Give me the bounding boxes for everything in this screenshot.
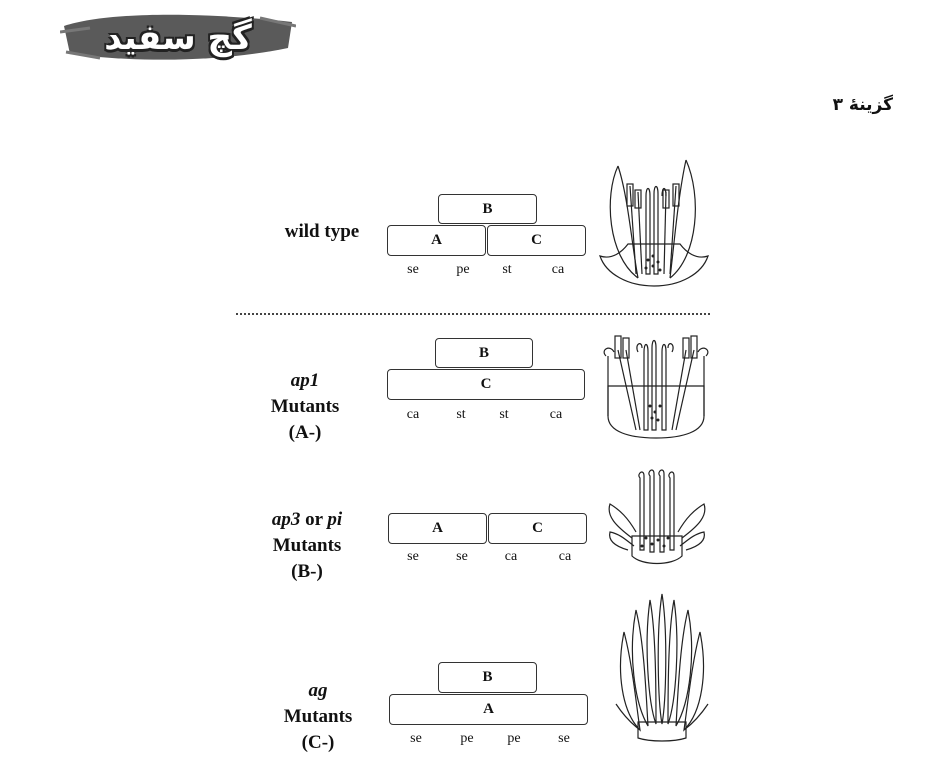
whorl-label: ca bbox=[504, 549, 518, 564]
box-a-wild: A bbox=[387, 225, 486, 256]
box-a-ap3: A bbox=[388, 513, 487, 544]
whorl-label: pe bbox=[456, 262, 470, 277]
box-c-ap1: C bbox=[387, 369, 585, 400]
whorl-label: st bbox=[456, 407, 466, 422]
whorl-label: se bbox=[407, 549, 419, 564]
whorl-label: pe bbox=[460, 731, 474, 746]
whorl-label: se bbox=[407, 262, 419, 277]
label-wild-type-text: wild type bbox=[284, 221, 360, 242]
label-wild-type: wild type bbox=[270, 219, 374, 245]
box-b-ap1: B bbox=[435, 338, 533, 368]
whorl-label: se bbox=[410, 731, 422, 746]
label-pi-gene: pi bbox=[327, 509, 343, 530]
box-c-ap3: C bbox=[488, 513, 587, 544]
label-ag-mutants-word: Mutants bbox=[283, 706, 353, 727]
flower-wild-type-illustration bbox=[599, 159, 709, 287]
answer-label: گزینهٔ ۳ bbox=[832, 95, 893, 115]
box-b-wild: B bbox=[438, 194, 537, 224]
logo-text: گچ سفید bbox=[104, 18, 252, 58]
label-ap3-pi-mutants: ap3 or pi Mutants (B-) bbox=[252, 507, 362, 585]
whorl-label: ca bbox=[406, 407, 420, 422]
label-ag-gene: ag bbox=[308, 680, 328, 701]
label-ap3-gene: ap3 bbox=[271, 509, 301, 530]
label-ap3-class: (B-) bbox=[291, 561, 323, 582]
whorl-label: ca bbox=[549, 407, 563, 422]
logo-brush-stroke bbox=[59, 14, 297, 60]
box-b-ag: B bbox=[438, 662, 537, 693]
dotted-divider bbox=[236, 313, 710, 315]
whorl-label: st bbox=[499, 407, 509, 422]
label-ap1-class: (A-) bbox=[288, 422, 322, 443]
whorl-label: se bbox=[558, 731, 570, 746]
label-ap3-mutants-word: Mutants bbox=[272, 535, 342, 556]
whorl-label: se bbox=[456, 549, 468, 564]
flower-ag-illustration bbox=[615, 593, 709, 742]
brand-logo: گچ سفید bbox=[59, 8, 297, 66]
label-ap1-mutants: ap1 Mutants (A-) bbox=[250, 368, 360, 446]
whorl-label: ca bbox=[551, 262, 565, 277]
label-ap1-mutants-word: Mutants bbox=[270, 396, 340, 417]
label-or-word: or bbox=[300, 509, 328, 530]
flower-ap3-pi-illustration bbox=[608, 469, 706, 565]
box-c-wild: C bbox=[487, 225, 586, 256]
label-ag-class: (C-) bbox=[301, 732, 335, 753]
label-ap1-gene: ap1 bbox=[290, 370, 320, 391]
flower-ap1-illustration bbox=[603, 335, 709, 439]
whorl-label: pe bbox=[507, 731, 521, 746]
label-ag-mutants: ag Mutants (C-) bbox=[268, 678, 368, 756]
whorl-label: ca bbox=[558, 549, 572, 564]
box-a-ag: A bbox=[389, 694, 588, 725]
whorl-label: st bbox=[502, 262, 512, 277]
